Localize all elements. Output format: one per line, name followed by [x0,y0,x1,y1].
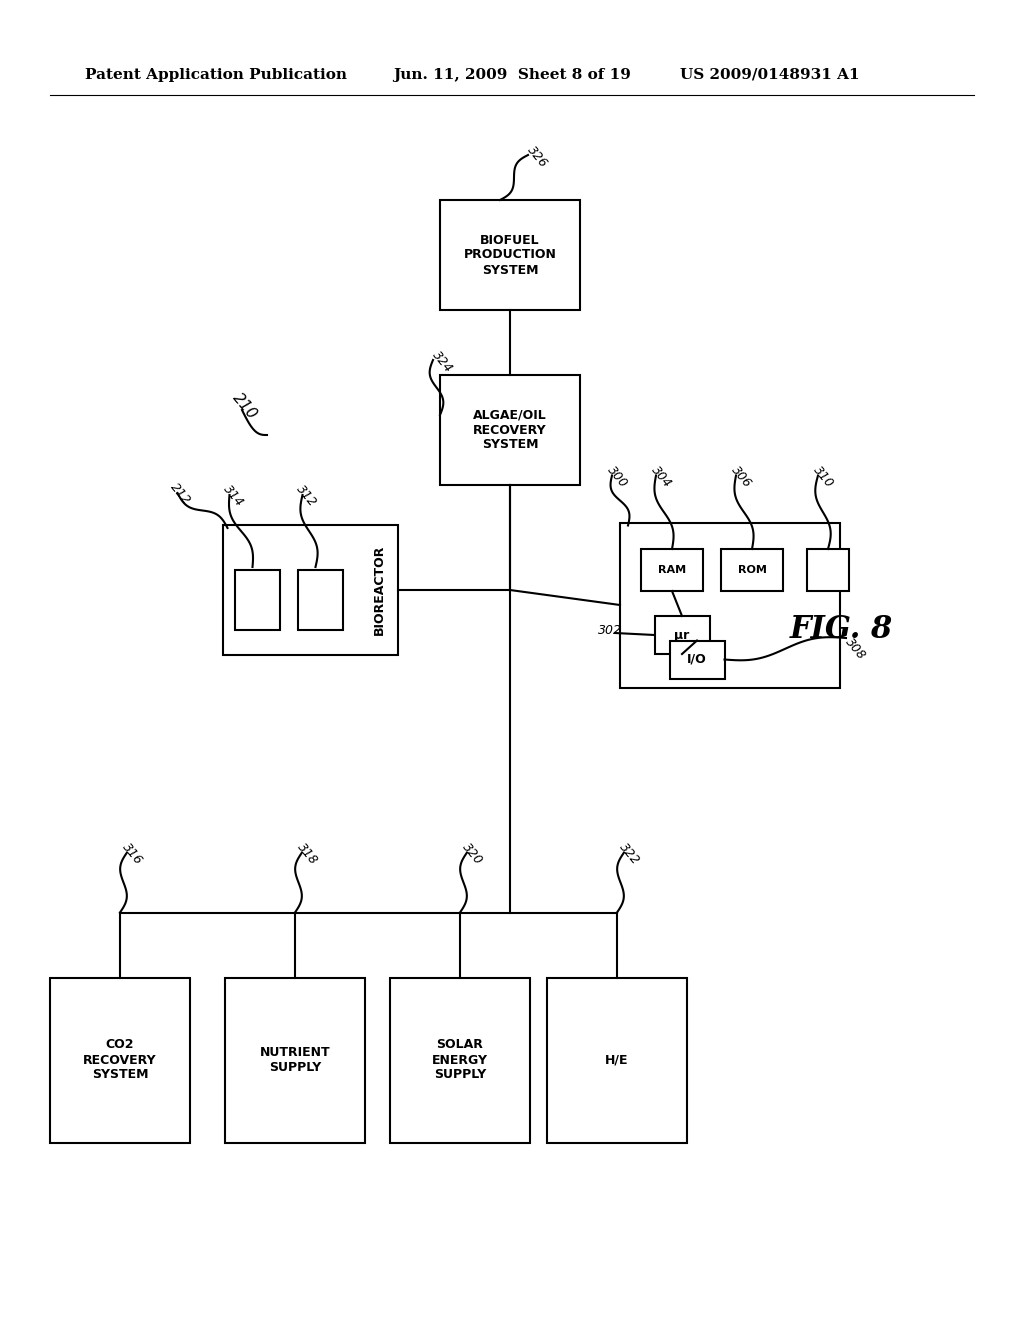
Bar [440,375,580,484]
Text: 300: 300 [605,463,631,490]
Bar [721,549,783,591]
Text: Patent Application Publication: Patent Application Publication [85,69,347,82]
Text: 302: 302 [598,623,622,636]
Text: 318: 318 [295,841,321,867]
Bar [670,640,725,678]
Text: H/E: H/E [605,1053,629,1067]
Text: 306: 306 [729,463,755,490]
Bar [390,978,530,1143]
Text: RAM: RAM [658,565,686,576]
Text: 312: 312 [294,483,318,510]
Bar [654,616,710,653]
Text: BIOREACTOR: BIOREACTOR [373,545,386,635]
Text: 324: 324 [430,348,456,376]
Text: 320: 320 [460,841,485,867]
Text: 326: 326 [525,144,551,170]
Text: Jun. 11, 2009  Sheet 8 of 19: Jun. 11, 2009 Sheet 8 of 19 [393,69,631,82]
Text: μr: μr [675,628,689,642]
Text: FIG. 8: FIG. 8 [790,615,893,645]
Text: 308: 308 [843,636,868,663]
Bar [298,570,343,630]
Text: 316: 316 [120,841,145,867]
Text: 310: 310 [811,463,837,490]
Text: BIOFUEL
PRODUCTION
SYSTEM: BIOFUEL PRODUCTION SYSTEM [464,234,556,276]
Bar [547,978,687,1143]
Bar [225,978,365,1143]
Bar [620,523,840,688]
Text: 304: 304 [649,463,675,490]
Text: 212: 212 [168,480,193,508]
Text: ALGAE/OIL
RECOVERY
SYSTEM: ALGAE/OIL RECOVERY SYSTEM [473,408,547,451]
Bar [222,525,397,655]
Text: US 2009/0148931 A1: US 2009/0148931 A1 [680,69,859,82]
Text: CO2
RECOVERY
SYSTEM: CO2 RECOVERY SYSTEM [83,1039,157,1081]
Text: 322: 322 [617,841,642,867]
Text: I/O: I/O [687,653,707,667]
Bar [807,549,849,591]
Bar [641,549,703,591]
Text: 314: 314 [220,483,246,510]
Bar [440,201,580,310]
Text: 210: 210 [229,391,259,422]
Text: ROM: ROM [737,565,766,576]
Bar [234,570,280,630]
Text: SOLAR
ENERGY
SUPPLY: SOLAR ENERGY SUPPLY [432,1039,488,1081]
Bar [50,978,190,1143]
Text: NUTRIENT
SUPPLY: NUTRIENT SUPPLY [260,1045,331,1074]
